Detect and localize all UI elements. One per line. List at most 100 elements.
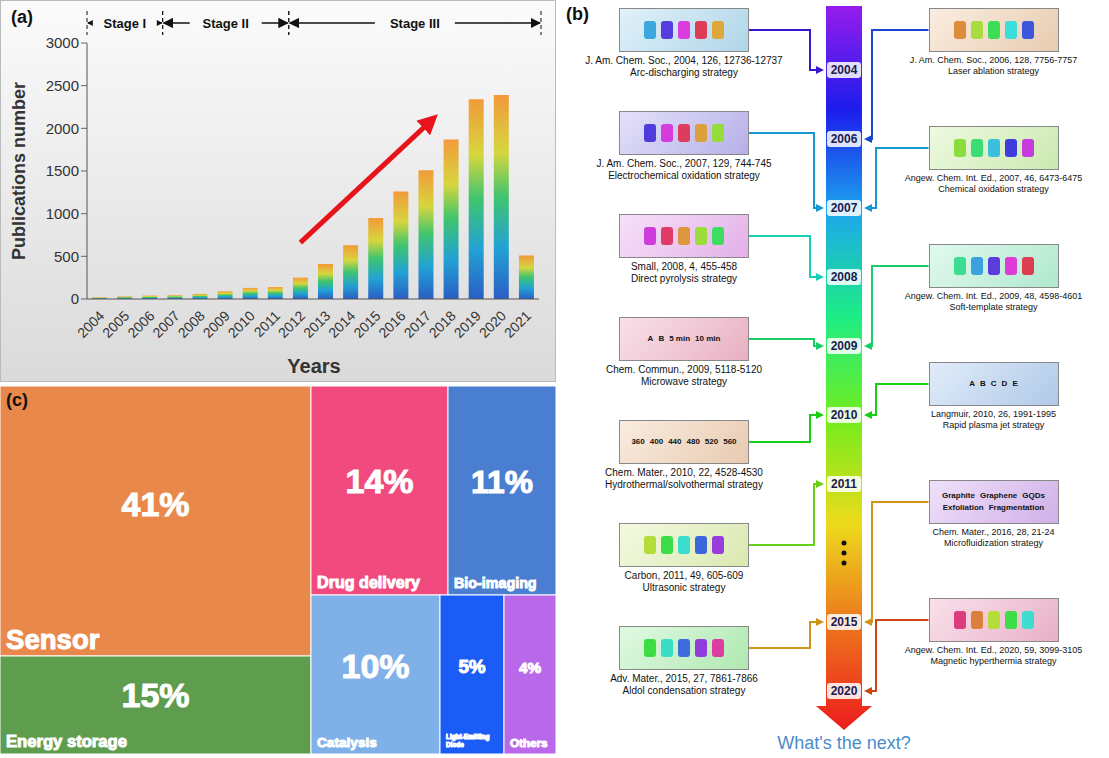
- html-text:Arc-discharging strategy: Arc-discharging strategy: [630, 67, 738, 78]
- svg-text:Diode: Diode: [446, 741, 464, 748]
- html-text:480: 480: [686, 437, 700, 446]
- svg-text:2015: 2015: [831, 615, 858, 629]
- svg-text:2007: 2007: [831, 201, 858, 215]
- html-text:Angew. Chem. Int. Ed., 2009, 4: Angew. Chem. Int. Ed., 2009, 48, 4598-46…: [904, 291, 1083, 301]
- svg-text:Catalysis: Catalysis: [317, 735, 377, 750]
- svg-text:2004: 2004: [74, 307, 107, 340]
- svg-text:Publications number: Publications number: [9, 82, 29, 260]
- html-text:520: 520: [704, 437, 719, 446]
- html-text:10 min: 10 min: [695, 334, 721, 343]
- svg-text:Stage III: Stage III: [390, 16, 440, 31]
- html-text:What's the next?: What's the next?: [777, 733, 911, 753]
- html-text:Fragmentation: Fragmentation: [988, 503, 1045, 512]
- html-text:A: A: [647, 334, 654, 343]
- html-text:Graphite: Graphite: [942, 491, 975, 500]
- svg-text:2014: 2014: [325, 307, 358, 340]
- html-text:Chem. Commun., 2009, 5118-5120: Chem. Commun., 2009, 5118-5120: [606, 364, 762, 375]
- html-text:(c): (c): [6, 390, 28, 410]
- html-text:Adv. Mater., 2015, 27, 7861-78: Adv. Mater., 2015, 27, 7861-7866: [610, 673, 758, 684]
- html-text:Microwave strategy: Microwave strategy: [640, 376, 728, 387]
- svg-text:2005: 2005: [99, 307, 132, 340]
- html-text:Exfoliation: Exfoliation: [942, 503, 984, 512]
- svg-text:14%: 14%: [345, 462, 413, 500]
- svg-text:2500: 2500: [46, 77, 79, 94]
- svg-text:4%: 4%: [519, 659, 541, 676]
- svg-text:Stage II: Stage II: [203, 16, 249, 31]
- svg-text:Light-Emitting: Light-Emitting: [446, 733, 490, 741]
- html-text:Hydrothermal/solvothermal stra: Hydrothermal/solvothermal strategy: [605, 479, 763, 490]
- svg-text:2007: 2007: [149, 307, 182, 340]
- svg-text:2018: 2018: [426, 307, 459, 340]
- svg-text:2013: 2013: [300, 307, 333, 340]
- svg-text:Sensor: Sensor: [6, 624, 100, 655]
- svg-text:500: 500: [54, 248, 79, 265]
- svg-text:2000: 2000: [46, 120, 79, 137]
- html-text:5 min: 5 min: [669, 334, 691, 343]
- html-text:Rapid plasma jet strategy: Rapid plasma jet strategy: [942, 419, 1045, 430]
- svg-text:3000: 3000: [46, 34, 79, 51]
- html-text:Microfluidization strategy: Microfluidization strategy: [944, 537, 1043, 548]
- html-text:Angew. Chem. Int. Ed., 2007, 4: Angew. Chem. Int. Ed., 2007, 46, 6473-64…: [904, 173, 1083, 183]
- svg-text:2004: 2004: [831, 63, 858, 77]
- html-text:J. Am. Chem. Soc., 2004, 126,: J. Am. Chem. Soc., 2004, 126, 12736-1273…: [585, 55, 783, 66]
- svg-text:2020: 2020: [476, 307, 509, 340]
- html-text:Direct pyrolysis strategy: Direct pyrolysis strategy: [630, 273, 738, 284]
- html-text:Laser ablation strategy: Laser ablation strategy: [948, 65, 1039, 76]
- svg-text:0: 0: [71, 290, 79, 307]
- svg-text:Years: Years: [287, 355, 340, 377]
- svg-text:2011: 2011: [251, 307, 284, 340]
- svg-text:2009: 2009: [200, 307, 233, 340]
- html-text:440: 440: [668, 437, 682, 446]
- svg-text:Drug delivery: Drug delivery: [317, 573, 420, 591]
- svg-text:2006: 2006: [831, 132, 858, 146]
- svg-text:1000: 1000: [46, 205, 79, 222]
- html-text:(b): (b): [566, 4, 589, 24]
- svg-text:Stage I: Stage I: [104, 16, 147, 31]
- svg-text:1500: 1500: [46, 162, 79, 179]
- html-text:Chem. Mater., 2016, 28, 21-24: Chem. Mater., 2016, 28, 21-24: [932, 527, 1055, 537]
- html-text:Chemical oxidation strategy: Chemical oxidation strategy: [938, 183, 1049, 194]
- svg-text:10%: 10%: [341, 647, 409, 685]
- svg-text:2012: 2012: [275, 307, 308, 340]
- svg-text:2010: 2010: [225, 307, 258, 340]
- svg-text:2015: 2015: [350, 307, 383, 340]
- html-text:B: B: [658, 334, 665, 343]
- html-text:J. Am. Chem. Soc., 2006, 128,: J. Am. Chem. Soc., 2006, 128, 7756-7757: [909, 55, 1078, 65]
- svg-text:2016: 2016: [375, 307, 408, 340]
- svg-text:Energy storage: Energy storage: [6, 732, 127, 751]
- svg-text:2008: 2008: [831, 270, 858, 284]
- svg-text:2010: 2010: [831, 408, 858, 422]
- svg-text:11%: 11%: [471, 464, 533, 500]
- html-text:Carbon, 2011, 49, 605-609: Carbon, 2011, 49, 605-609: [624, 570, 744, 581]
- html-text:Chem. Mater., 2010, 22, 4528-4: Chem. Mater., 2010, 22, 4528-4530: [605, 467, 763, 478]
- html-text:Langmuir, 2010, 26, 1991-1995: Langmuir, 2010, 26, 1991-1995: [930, 409, 1056, 419]
- svg-text:2019: 2019: [451, 307, 484, 340]
- html-text:Small, 2008, 4, 455-458: Small, 2008, 4, 455-458: [630, 261, 738, 272]
- html-text:Electrochemical oxidation stra: Electrochemical oxidation strategy: [608, 170, 760, 181]
- html-text:Ultrasonic strategy: Ultrasonic strategy: [642, 582, 726, 593]
- svg-text:2020: 2020: [831, 684, 858, 698]
- svg-text:Bio-imaging: Bio-imaging: [454, 575, 537, 591]
- html-text:560: 560: [723, 437, 737, 446]
- html-text:360: 360: [631, 437, 645, 446]
- svg-text:2021: 2021: [501, 307, 534, 340]
- svg-text:2017: 2017: [400, 307, 433, 340]
- svg-text:41%: 41%: [121, 485, 189, 523]
- svg-text:2009: 2009: [831, 339, 858, 353]
- html-text:C: C: [990, 379, 997, 388]
- svg-text:(a): (a): [11, 7, 33, 27]
- svg-text:2006: 2006: [124, 307, 157, 340]
- html-text:Aldol condensation strategy: Aldol condensation strategy: [622, 685, 746, 696]
- svg-text:15%: 15%: [121, 676, 189, 714]
- svg-text:Others: Others: [510, 736, 548, 749]
- svg-text:2008: 2008: [174, 307, 207, 340]
- html-text:Angew. Chem. Int. Ed., 2020, 5: Angew. Chem. Int. Ed., 2020, 59, 3099-31…: [904, 645, 1083, 655]
- html-text:J. Am. Chem. Soc., 2007, 129,: J. Am. Chem. Soc., 2007, 129, 744-745: [596, 158, 772, 169]
- html-text:400: 400: [649, 437, 664, 446]
- html-text:Magnetic hyperthermia strategy: Magnetic hyperthermia strategy: [930, 655, 1057, 666]
- html-text:GQDs: GQDs: [1022, 491, 1045, 500]
- svg-text:2011: 2011: [831, 477, 857, 491]
- html-text:Graphene: Graphene: [979, 491, 1018, 500]
- svg-text:5%: 5%: [458, 656, 485, 677]
- html-text:Soft-template strategy: Soft-template strategy: [949, 301, 1038, 312]
